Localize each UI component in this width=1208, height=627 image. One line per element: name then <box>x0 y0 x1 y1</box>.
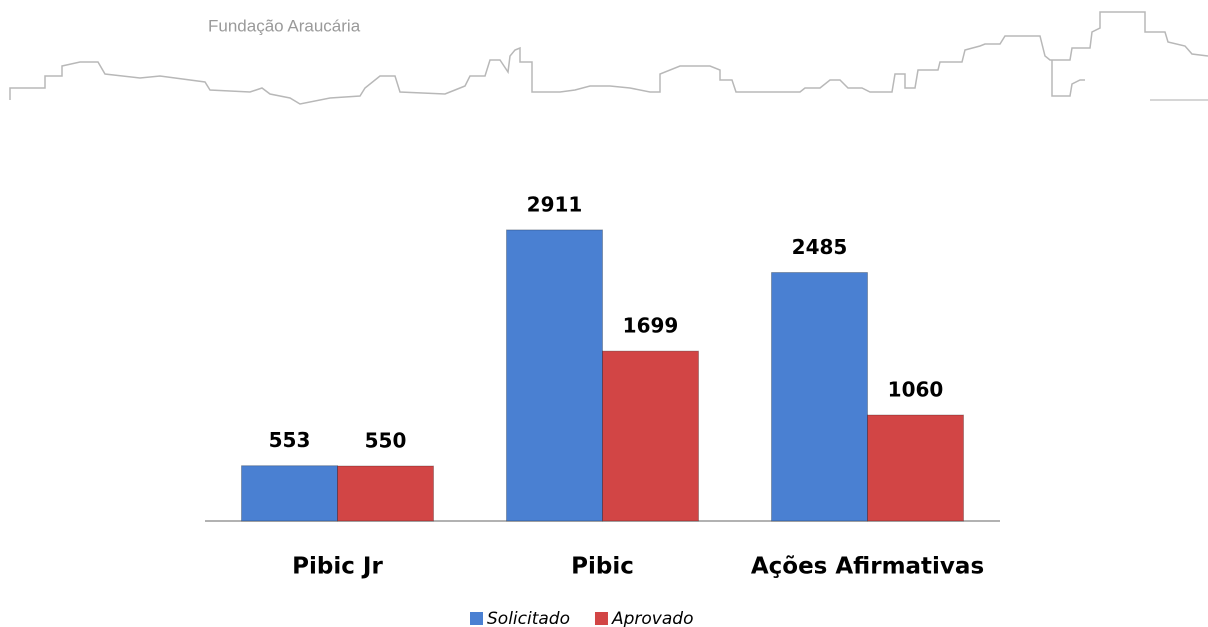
data-label: 550 <box>365 429 407 453</box>
bar <box>506 229 603 522</box>
data-label: 1060 <box>888 378 944 402</box>
bar <box>337 465 434 522</box>
bar <box>241 465 338 522</box>
skyline-detail <box>1051 60 1085 97</box>
bar <box>602 350 699 522</box>
x-tick-label: Pibic <box>571 554 634 580</box>
legend-swatch <box>594 612 608 625</box>
header-title: Fundação Araucária <box>208 16 361 35</box>
data-label: 553 <box>269 428 311 452</box>
x-tick-label: Ações Afirmativas <box>751 554 984 580</box>
skyline <box>9 11 1208 105</box>
legend-label: Aprovado <box>611 609 693 627</box>
bar <box>771 272 868 522</box>
data-label: 2485 <box>792 235 848 259</box>
data-label: 1699 <box>623 314 679 338</box>
legend-swatch <box>470 612 483 625</box>
legend-label: Solicitado <box>487 609 570 627</box>
bar <box>867 414 964 522</box>
x-tick-label: Pibic Jr <box>292 554 383 580</box>
data-label: 2911 <box>527 192 583 216</box>
